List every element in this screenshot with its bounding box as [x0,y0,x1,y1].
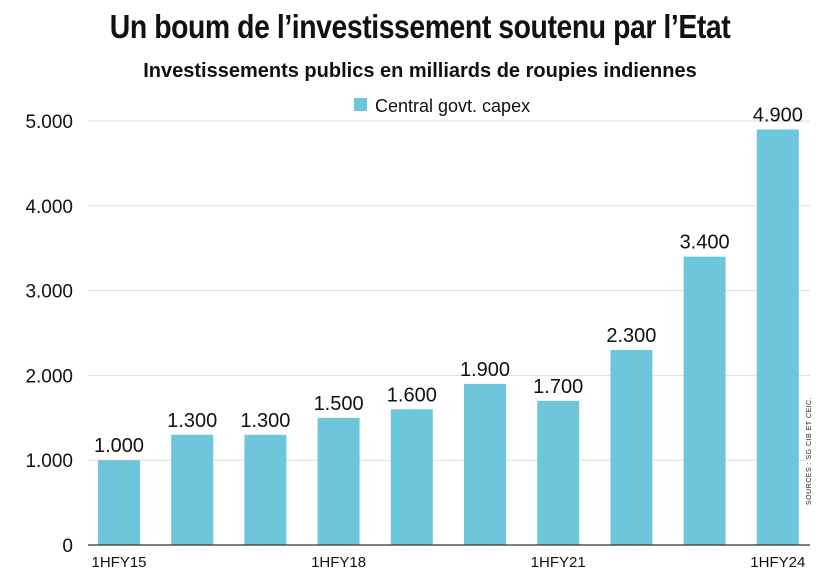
bar [537,400,580,545]
data-label: 1.900 [460,359,510,381]
bar [756,129,799,546]
data-label: 1.000 [94,435,144,457]
y-tick-label: 4.000 [25,197,73,218]
y-tick-label: 0 [62,536,73,557]
data-label: 1.300 [240,410,290,432]
y-tick-label: 1.000 [25,451,73,472]
data-labels: 1.000 1.300 1.300 1.500 1.600 1.900 1.700 2.300… [94,104,803,457]
x-axis: 1HFY15 1HFY18 1HFY21 1HFY24 [88,544,810,571]
bar [244,434,287,545]
bar [610,349,653,545]
x-tick-label: 1HFY15 [91,554,146,571]
bar [98,460,140,545]
data-label: 1.700 [533,376,583,398]
bar [390,409,433,545]
legend-label: Central govt. capex [375,96,530,116]
bar [317,417,360,545]
x-tick-label: 1HFY18 [311,554,366,571]
x-tick-label: 1HFY21 [531,554,586,571]
bar [464,383,506,545]
data-label: 4.900 [753,104,803,126]
data-label: 2.300 [606,325,656,347]
chart-title: Un boum de l’investissement soutenu par … [109,8,731,45]
x-tick-label: 1HFY24 [750,554,805,571]
y-axis: 0 1.000 2.000 3.000 4.000 5.000 [25,112,73,557]
legend-swatch [354,98,367,111]
y-tick-label: 3.000 [25,282,73,303]
bar [171,434,214,545]
data-label: 1.300 [167,410,217,432]
bars [98,129,799,546]
data-label: 1.600 [387,384,437,406]
y-tick-label: 5.000 [25,112,73,133]
data-label: 3.400 [680,232,730,254]
y-tick-label: 2.000 [25,366,73,387]
bar [683,256,726,545]
data-label: 1.500 [314,393,364,415]
legend: Central govt. capex [354,96,530,116]
chart-subtitle: Investissements publics en milliards de … [143,60,697,82]
